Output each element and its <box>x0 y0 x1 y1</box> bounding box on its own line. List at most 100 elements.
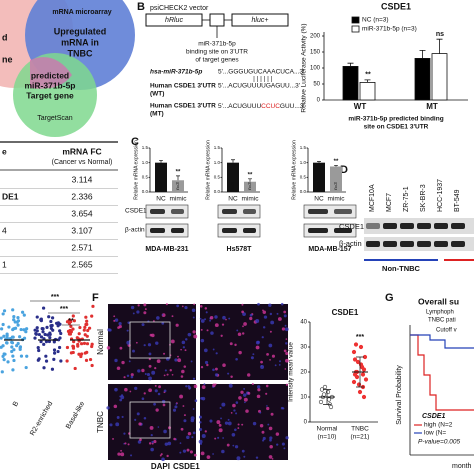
blot-band <box>150 228 165 233</box>
cell <box>169 369 172 372</box>
dot <box>67 321 72 325</box>
cell <box>180 348 182 351</box>
cell <box>234 428 237 432</box>
cell <box>221 402 226 407</box>
cell <box>285 351 289 356</box>
dot <box>16 315 20 320</box>
bar <box>227 162 239 192</box>
dot <box>2 334 6 338</box>
cell <box>123 376 126 379</box>
cell <box>199 317 202 320</box>
cell-line: SK-BR-3 <box>420 184 427 212</box>
cell <box>247 392 250 395</box>
dot <box>35 329 39 333</box>
dot <box>0 370 4 374</box>
dot <box>53 351 57 355</box>
cell <box>130 373 134 377</box>
dot <box>59 359 63 363</box>
zoom-box <box>129 401 171 439</box>
cell <box>114 387 118 392</box>
cell <box>180 427 184 431</box>
cell <box>214 383 217 386</box>
blot-band <box>308 209 328 214</box>
cell <box>260 360 263 364</box>
venn-label: mRNA microarray <box>52 9 111 16</box>
cell <box>190 418 195 423</box>
panel-letter: B <box>137 1 145 13</box>
dot <box>10 349 14 354</box>
cell-line: ZR-75-1 <box>403 186 410 212</box>
cell <box>199 421 202 424</box>
cell <box>106 406 110 410</box>
cell <box>161 457 165 462</box>
cell <box>227 421 232 426</box>
blot-label: CSDE1 <box>125 208 147 215</box>
cell <box>181 369 185 374</box>
cell <box>134 418 137 421</box>
cell <box>227 418 230 421</box>
cell <box>238 396 242 400</box>
cell <box>148 357 151 361</box>
error-bar <box>248 178 252 182</box>
cell <box>212 383 216 387</box>
dot <box>33 336 37 340</box>
cell <box>271 457 274 460</box>
cell <box>240 390 244 394</box>
cell <box>206 363 209 367</box>
blot-band <box>366 241 380 247</box>
y-tick-label: 0.5 <box>142 175 149 180</box>
cell <box>241 449 245 453</box>
x-tick-label: R2-enriched <box>29 400 54 437</box>
cell <box>220 334 223 337</box>
bar-text: n=3 <box>158 182 163 190</box>
sequence-part: CCUC <box>261 103 280 110</box>
blot-band <box>150 209 165 214</box>
seq-label: (MT) <box>150 111 164 118</box>
chart-title: CSDE1 <box>332 308 359 317</box>
cell <box>230 412 233 414</box>
cell <box>126 329 129 332</box>
cell <box>218 423 222 427</box>
cell <box>164 442 169 446</box>
cell <box>200 328 203 331</box>
cell <box>151 370 156 375</box>
y-axis-label: Relative mRNA expression <box>291 140 297 200</box>
cell <box>230 375 233 379</box>
cell <box>144 308 147 311</box>
row-label: TNBC <box>96 411 105 433</box>
dot <box>44 359 49 363</box>
cell <box>221 323 225 326</box>
cell <box>200 366 204 369</box>
cell <box>192 316 195 319</box>
cell <box>185 338 188 341</box>
cell <box>274 364 277 367</box>
bar <box>244 181 256 192</box>
dot <box>76 344 80 348</box>
cell <box>262 436 266 440</box>
x-axis-label: miR-371b-5p predicted binding <box>348 116 443 123</box>
cell <box>242 312 246 317</box>
cell <box>193 334 198 339</box>
cell <box>283 314 287 318</box>
cell <box>190 360 193 363</box>
dot <box>52 340 56 344</box>
cell <box>284 327 289 332</box>
dot <box>57 345 62 350</box>
table-cell: 3.654 <box>71 208 93 218</box>
cell <box>201 433 206 438</box>
dot <box>91 304 95 308</box>
point <box>359 364 365 370</box>
cell <box>183 419 187 423</box>
cell <box>119 346 123 350</box>
cell <box>177 358 182 363</box>
cell <box>132 349 135 353</box>
blot-band <box>222 209 237 214</box>
cell <box>214 323 219 328</box>
cell <box>281 442 285 446</box>
x-tick-label: mimic <box>170 196 188 203</box>
cell <box>126 340 131 345</box>
cell <box>255 456 259 459</box>
cell <box>175 403 178 405</box>
cell <box>222 315 226 320</box>
y-axis-label: Relative Luciferase Activity (%) <box>301 23 308 112</box>
